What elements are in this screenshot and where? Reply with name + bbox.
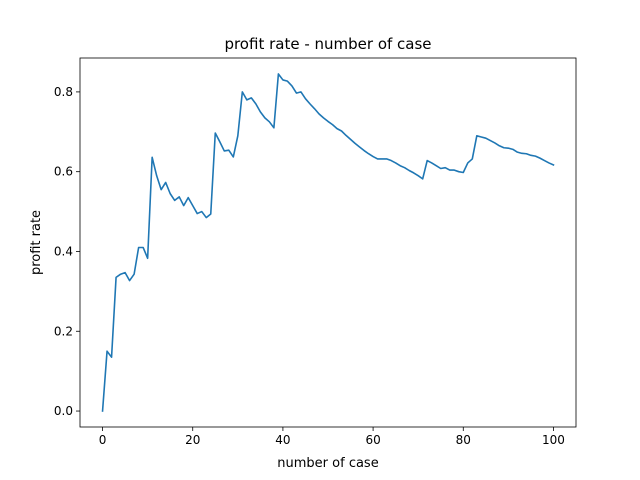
y-tick-label: 0.0: [54, 404, 73, 418]
plot-layer: [101, 73, 555, 412]
x-tick-label: 80: [456, 433, 471, 447]
x-tick-label: 20: [185, 433, 200, 447]
y-tick-label: 0.6: [54, 165, 73, 179]
x-tick-label: 40: [275, 433, 290, 447]
y-axis-label: profit rate: [29, 210, 44, 275]
y-tick-label: 0.2: [54, 324, 73, 338]
y-tick-label: 0.4: [54, 244, 73, 258]
plot-frame: [79, 57, 577, 428]
x-tick-label: 0: [99, 433, 107, 447]
x-tick-label: 100: [542, 433, 565, 447]
y-tick-label: 0.8: [54, 85, 73, 99]
chart-title: profit rate - number of case: [224, 35, 431, 53]
x-axis-label: number of case: [277, 456, 378, 471]
x-tick-label: 60: [365, 433, 380, 447]
ticks-layer: 0 20 40 60 80 100 0.0 0.2 0.4 0.6 0.8: [54, 85, 565, 447]
series-line-0: [101, 73, 555, 412]
